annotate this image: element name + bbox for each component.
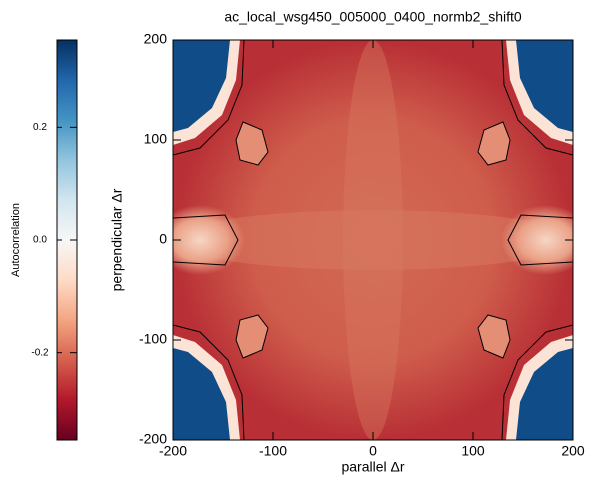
colorbar-tick-label: 0.2 [33, 122, 47, 133]
x-tick-label: -200 [159, 443, 187, 459]
x-tick-label: 200 [561, 443, 585, 459]
colorbar-label: Autocorrelation [10, 203, 22, 277]
colorbar-tick-label: 0.0 [33, 235, 47, 246]
y-tick-label: 0 [159, 231, 167, 247]
heatmap-field [173, 40, 573, 440]
x-tick-label: 0 [369, 443, 377, 459]
x-tick-label: -100 [259, 443, 287, 459]
x-axis-label: parallel Δr [341, 459, 404, 475]
colorbar-tick-label: -0.2 [31, 347, 49, 358]
y-tick-label: -200 [139, 431, 167, 447]
y-tick-label: 200 [144, 31, 168, 47]
y-axis-label: perpendicular Δr [109, 188, 125, 291]
chart-title: ac_local_wsg450_005000_0400_normb2_shift… [224, 9, 522, 25]
y-tick-label: 100 [144, 131, 168, 147]
y-tick-label: -100 [139, 331, 167, 347]
x-tick-label: 100 [461, 443, 485, 459]
